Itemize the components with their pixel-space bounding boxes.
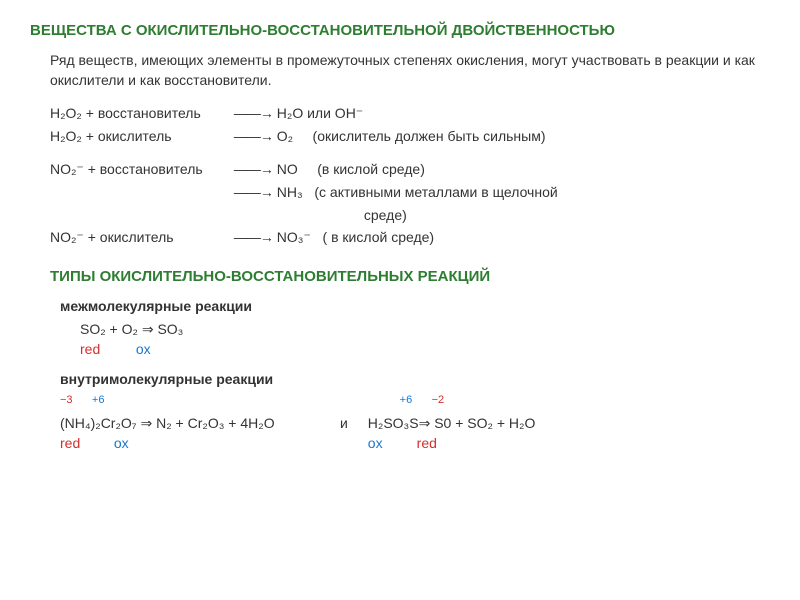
- arrow: ——→: [234, 161, 273, 177]
- right-part: O₂ (окислитель должен быть сильным): [277, 128, 546, 144]
- arrow: ——→: [234, 128, 273, 144]
- arrow: ——→: [234, 105, 273, 121]
- red-label: red: [60, 434, 110, 454]
- right-part: NH₃ (с активными металлами в щелочной: [277, 184, 558, 200]
- arrow: ——→: [234, 229, 273, 245]
- intermolecular-title: межмолекулярные реакции: [60, 297, 770, 317]
- right-part: H₂O или OH⁻: [277, 105, 363, 121]
- charge-s6: +6: [400, 393, 428, 408]
- no2-red-line1: NO₂⁻ + восстановитель ——→ NO (в кислой с…: [50, 160, 770, 180]
- cont: среде): [364, 207, 407, 223]
- reaction-block-1: H₂O₂ + восстановитель ——→ H₂O или OH⁻ H₂…: [50, 104, 770, 146]
- left-part: H₂O₂ + окислитель: [50, 127, 230, 147]
- main-title: ВЕЩЕСТВА С ОКИСЛИТЕЛЬНО-ВОССТАНОВИТЕЛЬНО…: [30, 20, 770, 41]
- right-part: NO (в кислой среде): [277, 161, 425, 177]
- red-label: red: [417, 435, 437, 451]
- eq-so2: SO₂ + O₂ ⇒ SO₃: [80, 320, 770, 340]
- eq2-line: (NH₄)₂Cr₂O₇ ⇒ N₂ + Cr₂O₃ + 4H₂O и H₂SO₃S…: [60, 414, 770, 434]
- left-part: H₂O₂ + восстановитель: [50, 104, 230, 124]
- ox-label: ox: [114, 434, 364, 454]
- eq-so2-labels: red ox: [80, 340, 770, 360]
- left-part: NO₂⁻ + восстановитель: [50, 160, 230, 180]
- intro-text: Ряд веществ, имеющих элементы в промежут…: [50, 51, 770, 90]
- eq2-labels: red ox ox red: [60, 434, 770, 454]
- ox-label: ox: [136, 341, 151, 357]
- no2-red-line2: ——→ NH₃ (с активными металлами в щелочно…: [50, 183, 770, 203]
- h2o2-ox-line: H₂O₂ + окислитель ——→ O₂ (окислитель дол…: [50, 127, 770, 147]
- eq2-charges: −3 +6 +6 −2: [60, 393, 770, 414]
- eq2-conn: и: [324, 414, 364, 434]
- red-label: red: [80, 340, 132, 360]
- no2-ox-line: NO₂⁻ + окислитель ——→ NO₃⁻ ( в кислой ср…: [50, 228, 770, 248]
- intramolecular-title: внутримолекулярные реакции: [60, 370, 770, 390]
- charge-n: −3: [60, 393, 88, 408]
- h2o2-red-line: H₂O₂ + восстановитель ——→ H₂O или OH⁻: [50, 104, 770, 124]
- ox-label: ox: [368, 434, 413, 454]
- right-part: NO₃⁻ ( в кислой среде): [277, 229, 434, 245]
- no2-red-line2b: среде): [50, 206, 770, 226]
- charge-cr: +6: [92, 393, 332, 408]
- left-part: NO₂⁻ + окислитель: [50, 228, 230, 248]
- section-types-title: ТИПЫ ОКИСЛИТЕЛЬНО-ВОССТАНОВИТЕЛЬНЫХ РЕАК…: [50, 266, 770, 287]
- eq2-p1: (NH₄)₂Cr₂O₇ ⇒ N₂ + Cr₂O₃ + 4H₂O: [60, 414, 320, 434]
- eq2-p2: H₂SO₃S⇒ S0 + SO₂ + H₂O: [368, 415, 536, 431]
- charge-s2: −2: [432, 394, 445, 406]
- reaction-block-2: NO₂⁻ + восстановитель ——→ NO (в кислой с…: [50, 160, 770, 247]
- arrow: ——→: [234, 184, 273, 200]
